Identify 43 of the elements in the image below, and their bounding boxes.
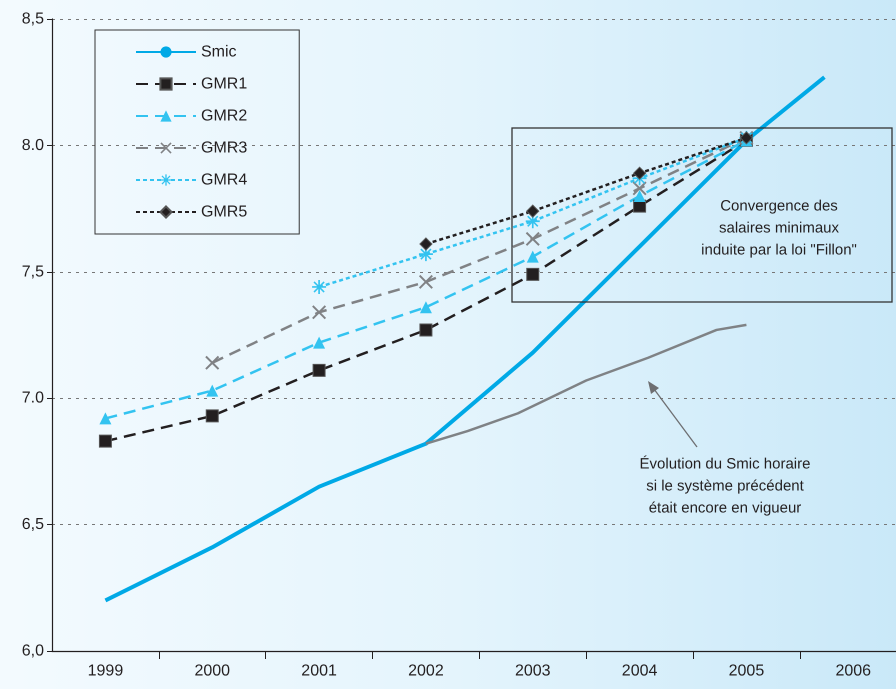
x-tick-label: 2002 xyxy=(408,662,444,680)
point xyxy=(312,364,326,377)
x-tick-label: 2003 xyxy=(514,662,551,680)
point xyxy=(526,232,540,246)
point xyxy=(420,301,432,314)
point xyxy=(206,384,218,397)
x-tick-label: 2005 xyxy=(728,662,764,680)
legend-label: GMR1 xyxy=(201,76,248,92)
point xyxy=(99,412,112,424)
point xyxy=(98,434,112,448)
point xyxy=(312,280,326,294)
legend-label: Smic xyxy=(201,44,237,60)
x-tick-label: 2000 xyxy=(194,662,230,680)
point xyxy=(418,274,433,289)
y-tick-label: 7.0 xyxy=(22,390,44,407)
y-tick-label: 6,0 xyxy=(22,642,44,660)
annotation: Convergence des salaires minimaux induite par la loi "Fillon" xyxy=(701,198,857,258)
x-tick-label: 2004 xyxy=(622,662,658,680)
legend-label: GMR5 xyxy=(201,204,248,220)
x-tick-label: 2001 xyxy=(301,662,337,680)
point xyxy=(633,166,646,180)
line-series xyxy=(424,324,748,445)
point xyxy=(205,356,220,370)
point xyxy=(419,323,432,336)
point xyxy=(206,409,219,422)
point xyxy=(634,190,646,202)
annotation: Évolution du Smic horaire si le système précédent était encore en vigueur xyxy=(640,454,810,516)
x-tick-label: 2006 xyxy=(835,662,872,680)
point xyxy=(526,204,540,218)
y-tick-label: 7,5 xyxy=(22,263,44,280)
y-tick-label: 8.0 xyxy=(22,136,44,154)
legend-label: GMR4 xyxy=(201,172,248,188)
point xyxy=(526,250,539,263)
legend-label: GMR2 xyxy=(201,108,248,124)
point xyxy=(526,268,540,281)
y-tick-label: 8,5 xyxy=(22,10,44,28)
y-tick-label: 6,5 xyxy=(22,516,44,534)
point xyxy=(419,237,432,250)
point xyxy=(313,336,326,349)
legend-label: GMR3 xyxy=(201,140,248,156)
point xyxy=(632,181,647,196)
point xyxy=(312,305,326,320)
x-tick-label: 1999 xyxy=(88,662,124,680)
